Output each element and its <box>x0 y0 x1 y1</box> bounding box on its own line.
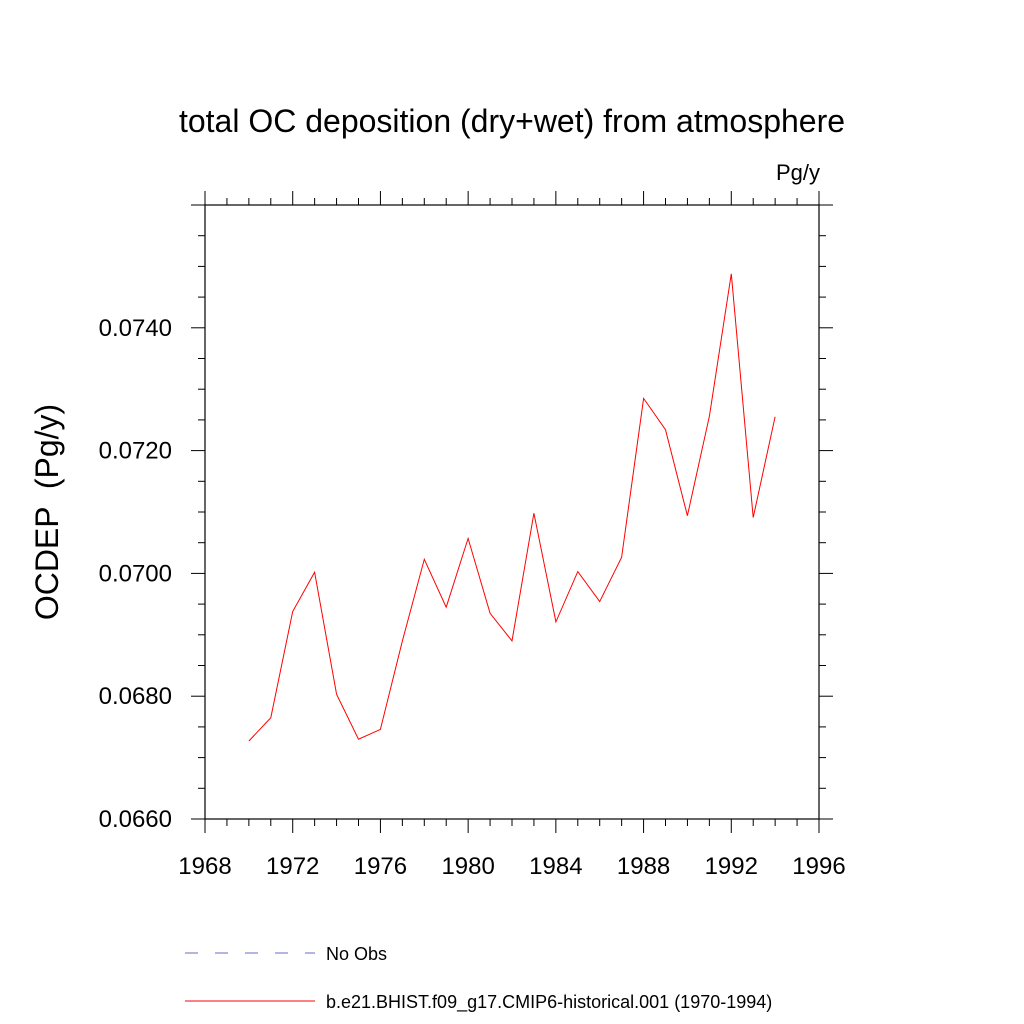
legend-label-no-obs: No Obs <box>326 944 387 964</box>
y-tick-label: 0.0720 <box>99 438 172 465</box>
x-tick-label: 1984 <box>529 853 582 880</box>
x-tick-label: 1988 <box>617 853 670 880</box>
axis-tick-labels: 1968 1972 1976 1980 1984 1988 1992 1996 0.0660 0.… <box>99 315 846 880</box>
series-line-historical <box>248 273 776 742</box>
x-tick-label: 1980 <box>441 853 494 880</box>
x-tick-label: 1976 <box>354 853 407 880</box>
axis-ticks <box>191 191 833 833</box>
x-tick-label: 1992 <box>705 853 758 880</box>
x-tick-label: 1972 <box>266 853 319 880</box>
y-tick-label: 0.0700 <box>99 560 172 587</box>
legend: No Obs b.e21.BHIST.f09_g17.CMIP6-histori… <box>185 944 772 1013</box>
y-axis-label: OCDEP (Pg/y) <box>29 404 65 620</box>
chart-title: total OC deposition (dry+wet) from atmos… <box>179 103 845 139</box>
legend-label-historical: b.e21.BHIST.f09_g17.CMIP6-historical.001… <box>326 992 772 1013</box>
units-label: Pg/y <box>776 160 820 185</box>
x-tick-label: 1968 <box>178 853 231 880</box>
x-tick-label: 1996 <box>792 853 845 880</box>
y-tick-label: 0.0680 <box>99 683 172 710</box>
series-group <box>248 273 776 742</box>
y-tick-label: 0.0660 <box>99 806 172 833</box>
plot-frame <box>204 204 820 820</box>
y-tick-label: 0.0740 <box>99 315 172 342</box>
